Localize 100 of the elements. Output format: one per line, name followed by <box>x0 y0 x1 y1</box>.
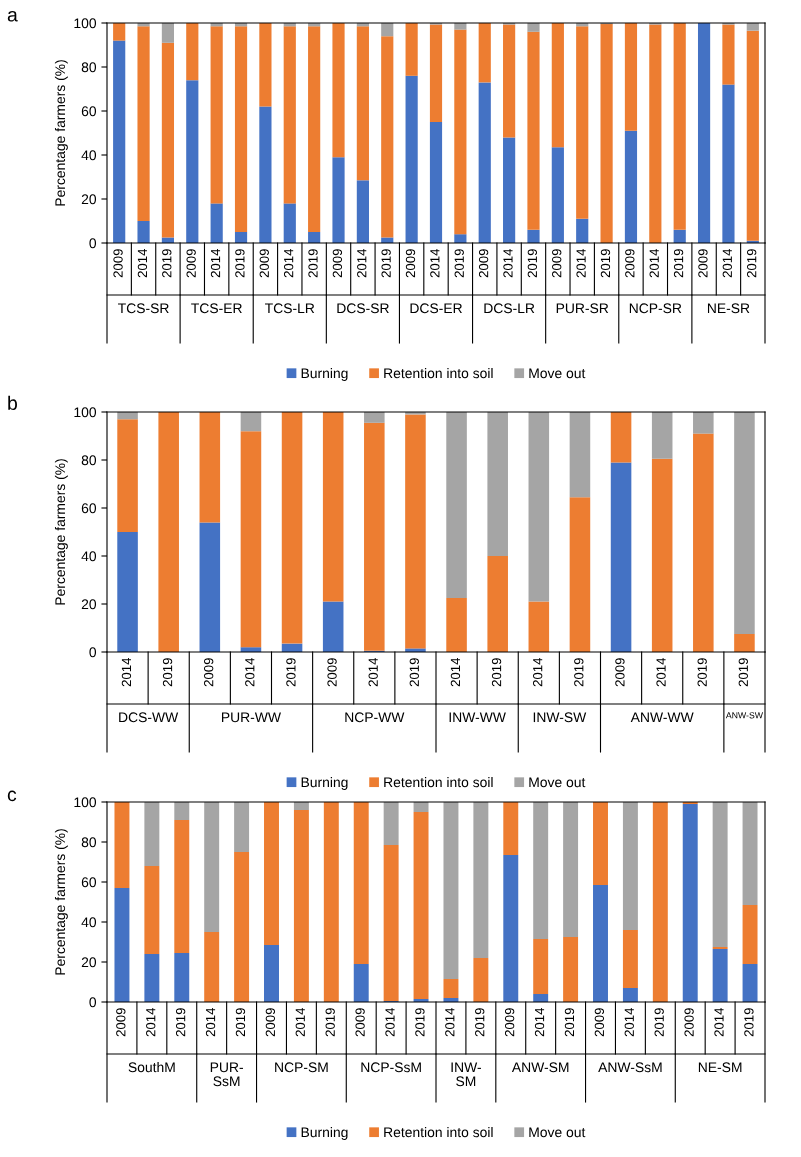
x-tick-label: 2014 <box>245 657 255 687</box>
y-tick-label: 80 <box>81 837 97 848</box>
x-tick-label: 2014 <box>357 248 367 278</box>
x-tick-label: 2019 <box>654 1008 664 1037</box>
x-tick-label: 2019 <box>325 1008 335 1037</box>
x-tick-label: 2009 <box>116 1008 126 1037</box>
legend-label: Burning <box>301 777 348 790</box>
x-tick-label: 2009 <box>698 249 708 278</box>
y-tick-label: 100 <box>74 797 97 808</box>
y-tick-label: 60 <box>81 106 97 117</box>
x-tick-label: 2014 <box>137 248 148 278</box>
x-tick-label: 2019 <box>673 249 684 278</box>
x-tick-label: 2009 <box>265 1008 276 1037</box>
x-tick-label: 2019 <box>381 249 391 278</box>
text: INW- SM <box>451 1062 481 1087</box>
text: ANW-SM <box>511 1062 569 1073</box>
x-tick-label: 2019 <box>175 1008 186 1037</box>
x-tick-label: 2019 <box>491 658 502 687</box>
text: PUR- SsM <box>210 1062 243 1087</box>
text: NCP-SR <box>629 303 682 314</box>
x-tick-label: 2009 <box>478 249 489 278</box>
legend-label: Retention into soil <box>384 777 493 788</box>
legend-label: Move out <box>529 1127 586 1138</box>
text: TCS-SR <box>118 303 169 314</box>
x-tick-label: 2014 <box>368 657 378 687</box>
text: DCS-SR <box>337 303 389 314</box>
y-tick-label: 100 <box>74 18 97 29</box>
x-tick-label: 2014 <box>445 1007 455 1037</box>
text: INW-WW <box>449 712 506 723</box>
x-tick-label: 2014 <box>121 657 132 687</box>
x-tick-label: 2009 <box>332 249 343 278</box>
x-tick-label: 2014 <box>450 657 461 687</box>
x-tick-label: 2014 <box>649 248 659 278</box>
legend-label: Retention into soil <box>384 1127 493 1138</box>
text: PUR-SR <box>556 303 609 314</box>
text: SouthM <box>128 1062 175 1073</box>
chart-title: b <box>8 395 17 411</box>
x-tick-label: 2014 <box>722 248 732 278</box>
y-tick-label: 0 <box>89 647 97 658</box>
legend-label: Retention into soil <box>384 368 493 379</box>
x-tick-label: 2019 <box>415 1008 425 1037</box>
y-tick-label: 80 <box>81 62 97 73</box>
x-tick-label: 2019 <box>286 658 296 687</box>
x-tick-label: 2014 <box>210 248 221 278</box>
text: DCS-ER <box>410 303 462 314</box>
x-tick-label: 2009 <box>615 658 625 687</box>
x-tick-label: 2014 <box>503 248 513 278</box>
y-axis-title: Percentage farmers (%) <box>54 459 68 605</box>
x-tick-label: 2009 <box>355 1008 365 1037</box>
x-tick-label: 2009 <box>186 249 196 278</box>
text: PUR-WW <box>221 712 281 723</box>
x-tick-label: 2014 <box>146 1007 156 1037</box>
text: ANW-WW <box>630 712 694 723</box>
text: ANW-SW <box>725 712 763 719</box>
x-tick-label: 2019 <box>527 249 538 278</box>
x-tick-label: 2019 <box>409 658 419 687</box>
legend-label: Move out <box>529 368 586 379</box>
y-tick-label: 20 <box>81 194 97 205</box>
x-tick-label: 2009 <box>327 658 337 687</box>
y-tick-label: 80 <box>81 455 97 466</box>
x-tick-label: 2019 <box>162 249 172 278</box>
text: NCP-WW <box>345 712 405 723</box>
x-tick-label: 2009 <box>594 1008 605 1037</box>
x-tick-label: 2009 <box>504 1008 515 1037</box>
text: NCP-SsM <box>361 1062 421 1073</box>
x-tick-label: 2019 <box>162 658 173 687</box>
text: TCS-LR <box>265 303 315 314</box>
y-tick-label: 40 <box>81 551 97 562</box>
y-tick-label: 60 <box>81 503 97 514</box>
text: NCP-SM <box>275 1062 328 1073</box>
x-tick-label: 2014 <box>533 657 543 687</box>
x-tick-label: 2014 <box>656 657 666 687</box>
x-tick-label: 2014 <box>385 1007 395 1037</box>
x-tick-label: 2019 <box>454 249 464 278</box>
x-tick-label: 2014 <box>283 248 294 278</box>
x-tick-label: 2014 <box>624 1007 634 1037</box>
y-tick-label: 20 <box>81 957 97 968</box>
x-tick-label: 2019 <box>697 658 707 687</box>
y-axis-title: Percentage farmers (%) <box>54 829 68 975</box>
x-tick-label: 2019 <box>475 1008 485 1037</box>
chart-title: c <box>7 790 17 802</box>
text: INW-SW <box>533 712 587 723</box>
text: NE-SR <box>707 303 750 314</box>
text: ANW-SsM <box>598 1062 662 1073</box>
x-tick-label: 2019 <box>235 1008 246 1037</box>
x-tick-label: 2019 <box>235 249 245 278</box>
legend-label: Burning <box>301 368 348 381</box>
x-tick-label: 2009 <box>113 249 123 278</box>
x-tick-label: 2014 <box>430 248 440 278</box>
y-tick-label: 40 <box>81 150 97 161</box>
x-tick-label: 2019 <box>747 249 757 278</box>
x-tick-label: 2009 <box>684 1008 694 1037</box>
y-tick-label: 20 <box>81 599 97 610</box>
x-tick-label: 2009 <box>259 249 269 278</box>
text: TCS-ER <box>191 303 242 314</box>
x-tick-label: 2009 <box>552 249 562 278</box>
x-tick-label: 2014 <box>534 1007 545 1037</box>
text: DCS-LR <box>484 303 535 314</box>
y-tick-label: 60 <box>81 877 97 888</box>
y-tick-label: 100 <box>74 407 97 418</box>
